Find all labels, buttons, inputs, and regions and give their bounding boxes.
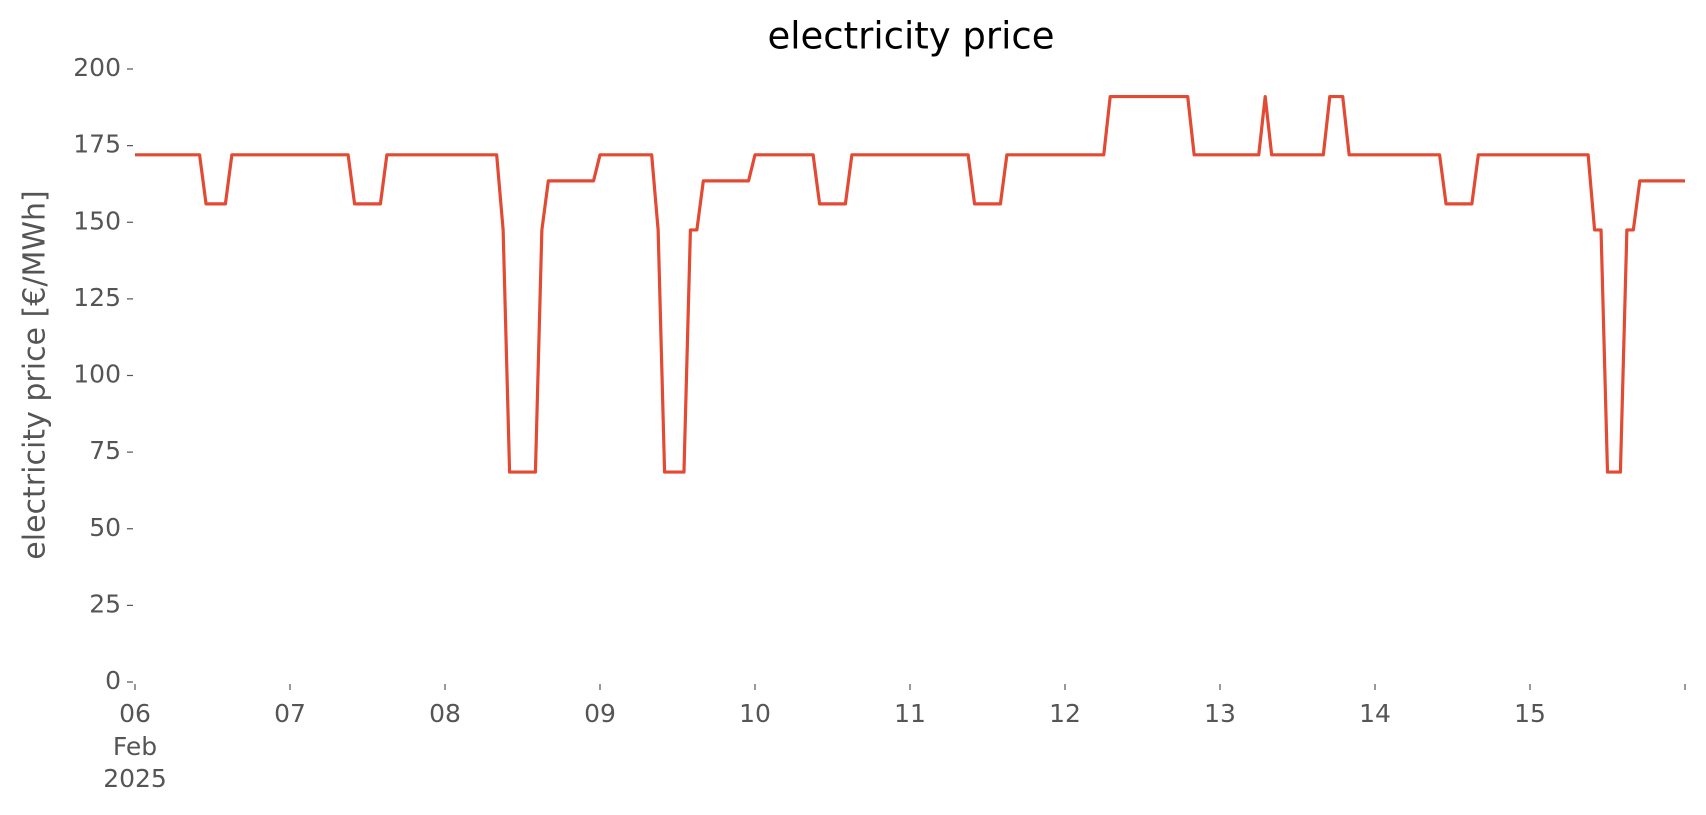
y-tick-label: 75 <box>89 436 121 465</box>
y-axis-label: electricity price [€/MWh] <box>18 190 53 559</box>
x-month-label: Feb <box>113 732 157 761</box>
x-tick-label: 15 <box>1514 699 1546 728</box>
x-tick-label: 12 <box>1049 699 1081 728</box>
y-tick-label: 175 <box>73 130 121 159</box>
y-tick-label: 200 <box>73 53 121 82</box>
x-tick-label: 07 <box>274 699 306 728</box>
y-tick-label: 125 <box>73 283 121 312</box>
y-tick-label: 25 <box>89 589 121 618</box>
price-line <box>135 94 1685 474</box>
y-tick-label: 150 <box>73 206 121 235</box>
x-tick-label: 08 <box>429 699 461 728</box>
x-tick-label: 11 <box>894 699 926 728</box>
x-tick-label: 10 <box>739 699 771 728</box>
chart-title: electricity price <box>767 15 1054 58</box>
x-tick-label: 06 <box>119 699 151 728</box>
y-tick-label: 50 <box>89 513 121 542</box>
x-tick-label: 09 <box>584 699 616 728</box>
x-tick-label: 13 <box>1204 699 1236 728</box>
y-tick-label: 0 <box>105 666 121 695</box>
x-year-label: 2025 <box>103 764 167 793</box>
y-tick-label: 100 <box>73 360 121 389</box>
x-tick-label: 14 <box>1359 699 1391 728</box>
